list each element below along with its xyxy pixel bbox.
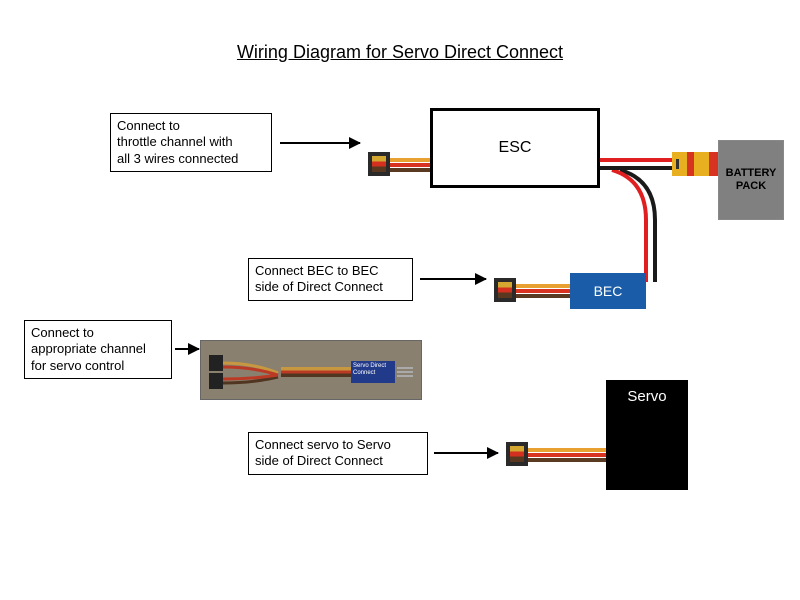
bec-component: BEC <box>570 273 646 309</box>
instruction-servo: Connect servo to Servoside of Direct Con… <box>248 432 428 475</box>
throttle-plug <box>368 152 390 176</box>
servo-cable <box>528 448 606 462</box>
photo-plug-left-1 <box>209 355 223 371</box>
servo-component: Servo <box>606 380 688 490</box>
esc-bec-wires <box>600 170 680 290</box>
arrow-channel <box>175 348 199 350</box>
page-title: Wiring Diagram for Servo Direct Connect <box>0 42 800 63</box>
throttle-cable <box>390 158 430 172</box>
instruction-throttle: Connect tothrottle channel withall 3 wir… <box>110 113 272 172</box>
photo-direct-connect-module: Servo Direct Connect <box>351 361 395 383</box>
bec-label: BEC <box>594 283 623 299</box>
arrow-bec <box>420 278 486 280</box>
instruction-channel: Connect toappropriate channelfor servo c… <box>24 320 172 379</box>
instruction-throttle-text: Connect tothrottle channel withall 3 wir… <box>117 118 238 166</box>
esc-component: ESC <box>430 108 600 188</box>
arrow-throttle <box>280 142 360 144</box>
esc-label: ESC <box>499 139 532 157</box>
direct-connect-photo: Servo Direct Connect <box>200 340 422 400</box>
photo-split-cables <box>223 357 283 389</box>
instruction-bec: Connect BEC to BECside of Direct Connect <box>248 258 413 301</box>
bec-cable <box>516 284 570 298</box>
servo-plug <box>506 442 528 466</box>
instruction-servo-text: Connect servo to Servoside of Direct Con… <box>255 437 391 468</box>
instruction-bec-text: Connect BEC to BECside of Direct Connect <box>255 263 383 294</box>
photo-direct-connect-label: Servo Direct Connect <box>353 363 386 376</box>
battery-label: BATTERY PACK <box>721 167 781 193</box>
photo-cable-mid <box>281 367 351 377</box>
battery-component: BATTERY PACK <box>718 140 784 220</box>
servo-label: Servo <box>627 388 666 405</box>
photo-pins-right <box>397 367 413 377</box>
instruction-channel-text: Connect toappropriate channelfor servo c… <box>31 325 146 373</box>
photo-plug-left-2 <box>209 373 223 389</box>
bec-plug <box>494 278 516 302</box>
arrow-servo <box>434 452 498 454</box>
